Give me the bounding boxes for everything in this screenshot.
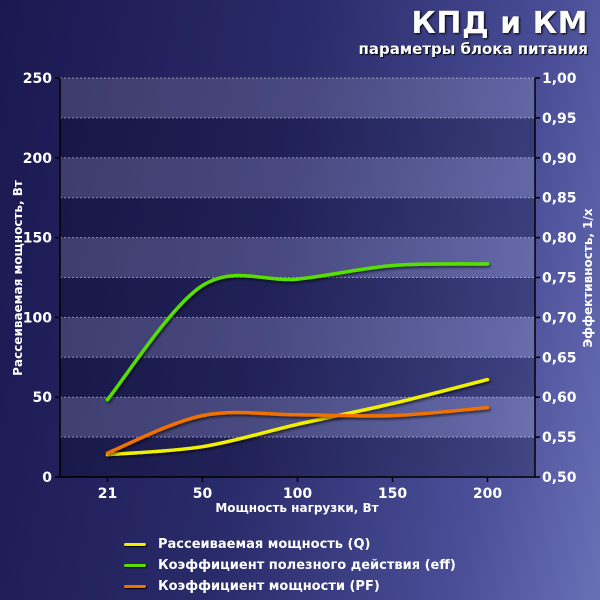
grid-band: [60, 237, 535, 278]
legend-label: Рассеиваемая мощность (Q): [158, 537, 371, 552]
y-left-tick-label: 200: [23, 151, 52, 167]
y-right-tick-label: 0,85: [542, 191, 577, 207]
y-left-tick-label: 100: [23, 310, 52, 326]
y-right-tick-label: 1,00: [542, 71, 577, 87]
legend-label: Коэффициент полезного действия (eff): [158, 558, 456, 573]
legend-swatch: [124, 585, 146, 588]
x-tick-label: 21: [98, 486, 117, 502]
y-right-tick-label: 0,65: [542, 350, 577, 366]
y-right-tick-label: 0,75: [542, 271, 577, 287]
y-right-tick-label: 0,95: [542, 111, 577, 127]
y-right-tick-label: 0,90: [542, 151, 577, 167]
grid-band: [60, 277, 535, 318]
x-tick-label: 100: [283, 486, 312, 502]
y-left-axis-title: Рассеиваемая мощность, Вт: [11, 180, 25, 376]
grid-band: [60, 78, 535, 118]
y-right-axis-title: Эффективность, 1/x: [581, 208, 595, 348]
chart-subtitle: параметры блока питания: [358, 40, 588, 58]
legend-swatch: [124, 543, 146, 546]
x-tick-label: 200: [473, 486, 502, 502]
y-left-tick-label: 150: [23, 231, 52, 247]
legend-item-pf: Коэффициент мощности (PF): [124, 576, 456, 597]
grid-band: [60, 437, 535, 477]
legend-item-eff: Коэффициент полезного действия (eff): [124, 555, 456, 576]
legend-label: Коэффициент мощности (PF): [158, 579, 380, 594]
y-right-tick-label: 0,55: [542, 430, 577, 446]
x-tick-label: 150: [378, 486, 407, 502]
x-tick-label: 50: [193, 486, 213, 502]
grid-band: [60, 157, 535, 198]
grid-band: [60, 357, 535, 398]
y-right-tick-label: 0,70: [542, 310, 577, 326]
y-left-tick-label: 50: [33, 390, 53, 406]
legend: Рассеиваемая мощность (Q) Коэффициент пол…: [124, 534, 456, 597]
legend-item-q: Рассеиваемая мощность (Q): [124, 534, 456, 555]
y-left-tick-label: 250: [23, 71, 52, 87]
grid-band: [60, 317, 535, 358]
grid-band: [60, 397, 535, 438]
y-right-tick-label: 0,50: [542, 470, 577, 486]
series-line-eff: [105, 262, 490, 402]
series-line-pf: [105, 405, 490, 455]
grid-band: [60, 117, 535, 158]
legend-swatch: [124, 564, 146, 567]
y-right-tick-label: 0,60: [542, 390, 577, 406]
grid-band: [60, 197, 535, 238]
y-left-tick-label: 0: [42, 470, 52, 486]
series-line-q: [105, 377, 490, 457]
chart-title: КПД и КМ: [411, 6, 588, 41]
x-axis-title: Мощность нагрузки, Вт: [215, 501, 378, 515]
y-right-tick-label: 0,80: [542, 231, 577, 247]
